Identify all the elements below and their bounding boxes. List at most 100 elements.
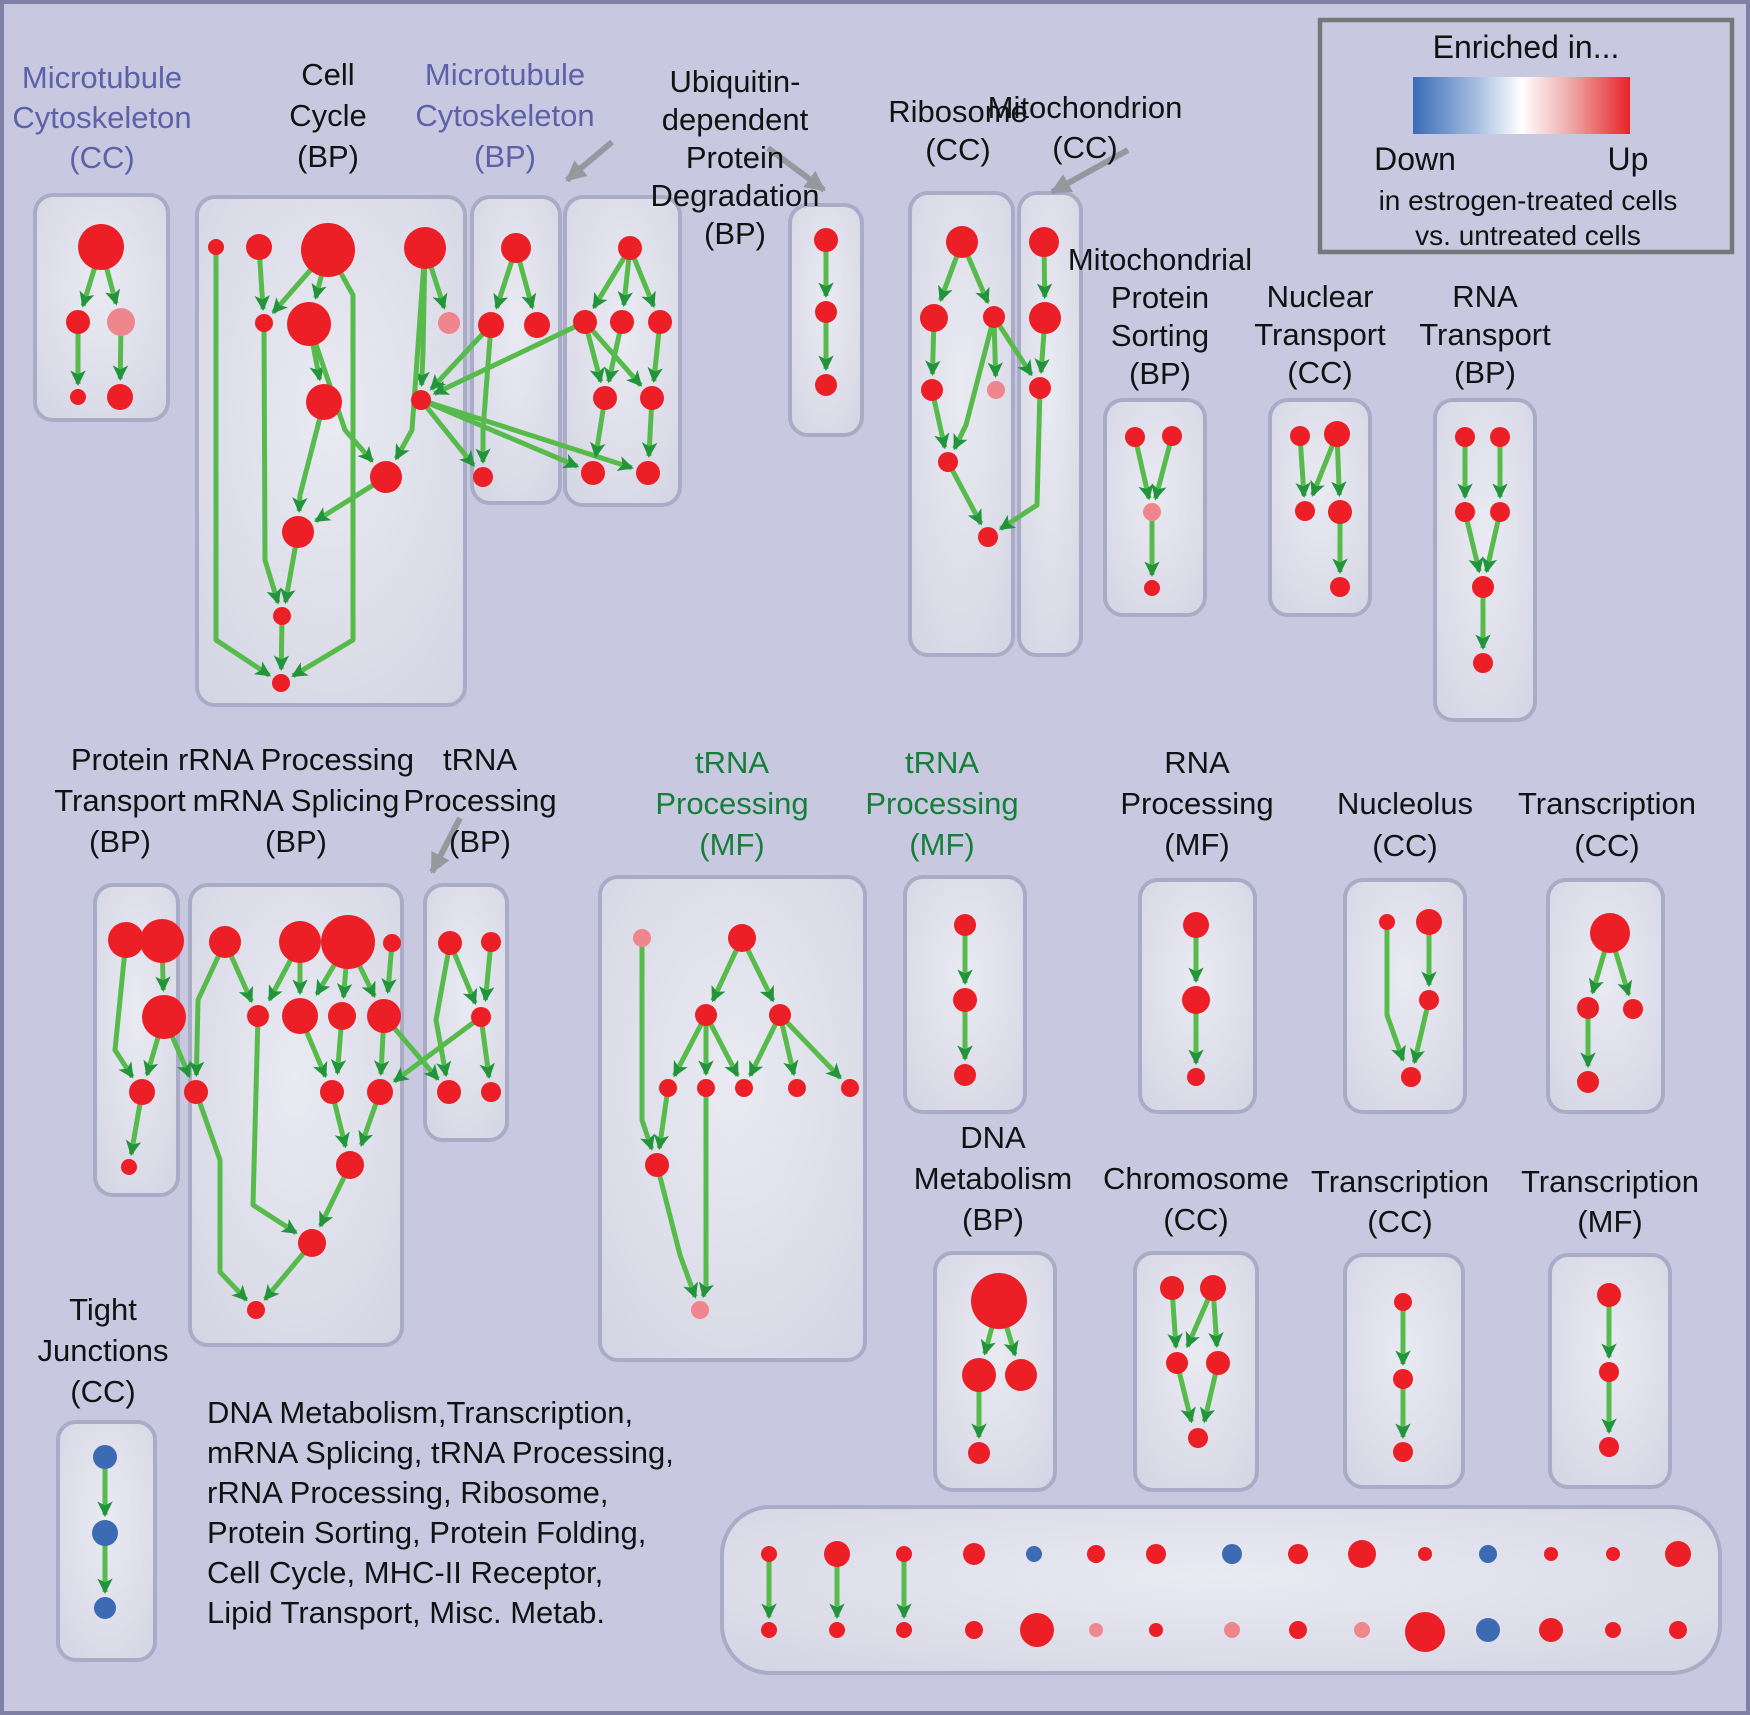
go-term-node bbox=[814, 228, 838, 252]
go-term-node bbox=[481, 1082, 501, 1102]
go-term-node bbox=[473, 467, 493, 487]
edge-arrow bbox=[193, 1091, 249, 1302]
nucleolus-label: (CC) bbox=[1372, 828, 1437, 863]
edge-arrow bbox=[250, 1015, 298, 1235]
go-term-node bbox=[1026, 1546, 1042, 1562]
go-term-node bbox=[328, 1002, 356, 1030]
go-term-node bbox=[246, 234, 272, 260]
cluster-box-ribosome bbox=[908, 191, 1015, 657]
edge-arrow bbox=[433, 942, 453, 1078]
chromosome-label: Chromosome bbox=[1103, 1161, 1289, 1196]
go-term-node bbox=[1146, 1544, 1166, 1564]
go-term-node bbox=[279, 921, 321, 963]
go-term-node bbox=[336, 1151, 364, 1179]
transcription-mf-label: (MF) bbox=[1577, 1204, 1642, 1239]
go-term-node bbox=[1490, 427, 1510, 447]
mt-bp-label: Microtubule bbox=[425, 57, 585, 92]
go-term-node bbox=[481, 932, 501, 952]
go-term-node bbox=[1599, 1437, 1619, 1457]
mitochondrion-label: (CC) bbox=[1052, 130, 1117, 165]
rrna-label: rRNA Processing bbox=[178, 742, 414, 777]
trna-bp-label: (BP) bbox=[449, 824, 511, 859]
cluster-box-bottom-misc bbox=[720, 1505, 1722, 1675]
go-term-node bbox=[321, 915, 375, 969]
go-term-node bbox=[438, 931, 462, 955]
go-term-node bbox=[320, 1080, 344, 1104]
go-term-node bbox=[306, 384, 342, 420]
go-term-node bbox=[920, 304, 948, 332]
go-term-node bbox=[618, 236, 642, 260]
edge-arrow bbox=[306, 323, 375, 463]
edge-arrow bbox=[583, 320, 643, 387]
go-term-node bbox=[1379, 914, 1395, 930]
trna-bp-label: Processing bbox=[403, 783, 556, 818]
legend-subtitle-line1: in estrogen-treated cells bbox=[1379, 185, 1678, 216]
rrna-label: mRNA Splicing bbox=[193, 783, 400, 818]
go-term-node bbox=[1288, 1544, 1308, 1564]
mitochondrion-label: Mitochondrion bbox=[988, 90, 1183, 125]
go-term-node bbox=[1160, 1276, 1184, 1300]
legend-gradient-bar bbox=[1413, 77, 1630, 134]
go-term-node bbox=[978, 527, 998, 547]
edge-arrow bbox=[292, 401, 327, 513]
go-term-node bbox=[1166, 1352, 1188, 1374]
ubiquitin-label: dependent bbox=[662, 102, 809, 137]
go-term-node bbox=[610, 310, 634, 334]
go-term-node bbox=[633, 929, 651, 947]
legend-subtitle-line2: vs. untreated cells bbox=[1415, 220, 1641, 251]
go-term-node bbox=[581, 461, 605, 485]
cluster-box-mt-bp bbox=[470, 195, 562, 505]
go-term-node bbox=[107, 384, 133, 410]
go-term-node bbox=[971, 1273, 1027, 1329]
edge-arrow bbox=[639, 938, 655, 1151]
go-term-node bbox=[640, 386, 664, 410]
misc-note-line: Protein Sorting, Protein Folding, bbox=[207, 1515, 646, 1550]
go-term-node bbox=[301, 223, 355, 277]
go-term-node bbox=[1405, 1612, 1445, 1652]
edge-arrow bbox=[432, 319, 587, 396]
go-term-node bbox=[1029, 377, 1051, 399]
go-term-node bbox=[142, 995, 186, 1039]
edge-arrow bbox=[1132, 436, 1154, 501]
go-term-node bbox=[94, 1597, 116, 1619]
cluster-box-mt-cc bbox=[33, 193, 170, 422]
go-term-node bbox=[896, 1546, 912, 1562]
go-term-node bbox=[255, 314, 273, 332]
ribosome-label: (CC) bbox=[925, 132, 990, 167]
misc-note-line: Lipid Transport, Misc. Metab. bbox=[207, 1595, 605, 1630]
go-term-node bbox=[247, 1301, 265, 1319]
go-term-node bbox=[1606, 1547, 1620, 1561]
go-term-node bbox=[78, 224, 124, 270]
nucleolus-label: Nucleolus bbox=[1337, 786, 1473, 821]
go-term-node bbox=[524, 312, 550, 338]
trna-mf1-label: (MF) bbox=[699, 827, 764, 862]
go-term-node bbox=[697, 1079, 715, 1097]
go-term-node bbox=[954, 1064, 976, 1086]
go-term-node bbox=[1354, 1622, 1370, 1638]
go-term-node bbox=[829, 1622, 845, 1638]
go-term-node bbox=[1029, 227, 1059, 257]
go-term-node bbox=[1455, 502, 1475, 522]
label-pointer-arrow bbox=[429, 816, 463, 874]
misc-note-line: mRNA Splicing, tRNA Processing, bbox=[207, 1435, 674, 1470]
go-term-node bbox=[1416, 909, 1442, 935]
mt-cc-label: Microtubule bbox=[22, 60, 182, 95]
ubiquitin-label: Degradation bbox=[651, 178, 820, 213]
rna-processing-label: RNA bbox=[1164, 745, 1230, 780]
go-term-node bbox=[1394, 1293, 1412, 1311]
go-term-node bbox=[954, 914, 976, 936]
go-term-node bbox=[1125, 427, 1145, 447]
go-term-node bbox=[593, 386, 617, 410]
edge-arrow bbox=[747, 1013, 783, 1078]
edge-arrow bbox=[393, 247, 428, 461]
go-term-node bbox=[1020, 1613, 1054, 1647]
go-term-node bbox=[965, 1621, 983, 1639]
go-term-node bbox=[367, 1079, 393, 1105]
misc-note-line: Cell Cycle, MHC-II Receptor, bbox=[207, 1555, 603, 1590]
ubiquitin-label: (BP) bbox=[704, 216, 766, 251]
cell-cycle-label: (BP) bbox=[297, 139, 359, 174]
rna-transport-label: Transport bbox=[1419, 317, 1551, 352]
go-term-node bbox=[184, 1080, 208, 1104]
go-term-node bbox=[824, 1541, 850, 1567]
